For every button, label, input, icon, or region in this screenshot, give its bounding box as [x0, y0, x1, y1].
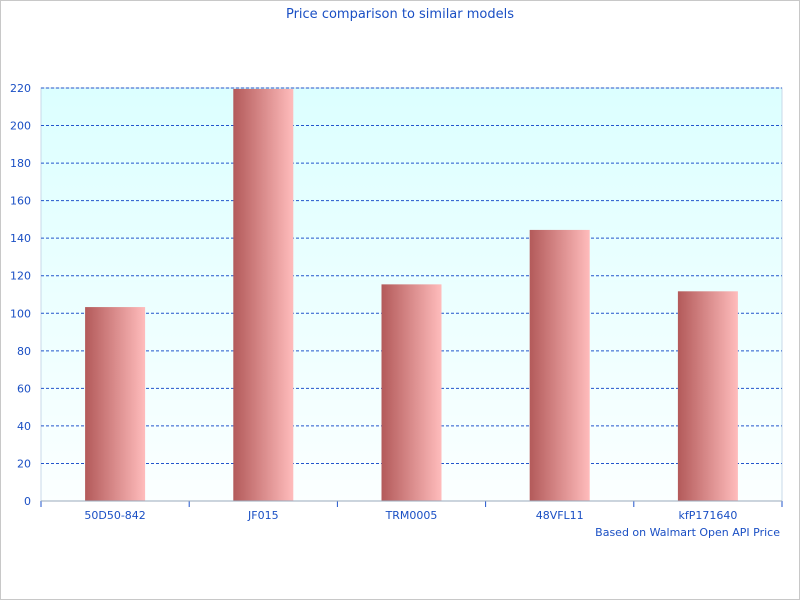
y-tick-label: 140	[10, 232, 31, 245]
y-tick-label: 120	[10, 270, 31, 283]
y-tick-label: 80	[17, 345, 31, 358]
y-tick-label: 20	[17, 457, 31, 470]
x-tick-label: 50D50-842	[84, 509, 145, 522]
y-tick-label: 200	[10, 120, 31, 133]
x-tick-label: 48VFL11	[536, 509, 584, 522]
y-tick-label: 40	[17, 420, 31, 433]
y-tick-label: 60	[17, 382, 31, 395]
y-tick-label: 180	[10, 157, 31, 170]
bar	[677, 291, 738, 501]
bar	[233, 88, 294, 502]
x-tick-label: JF015	[247, 509, 279, 522]
x-axis-label: Based on Walmart Open API Price	[595, 526, 780, 539]
bar	[381, 284, 442, 501]
y-tick-label: 0	[24, 495, 31, 508]
y-tick-label: 100	[10, 307, 31, 320]
x-tick-label: kfP171640	[678, 509, 737, 522]
bar	[85, 307, 146, 501]
y-tick-label: 220	[10, 82, 31, 95]
chart-title: Price comparison to similar models	[286, 7, 514, 22]
bar	[529, 229, 590, 501]
y-tick-label: 160	[10, 195, 31, 208]
x-tick-label: TRM0005	[385, 509, 438, 522]
